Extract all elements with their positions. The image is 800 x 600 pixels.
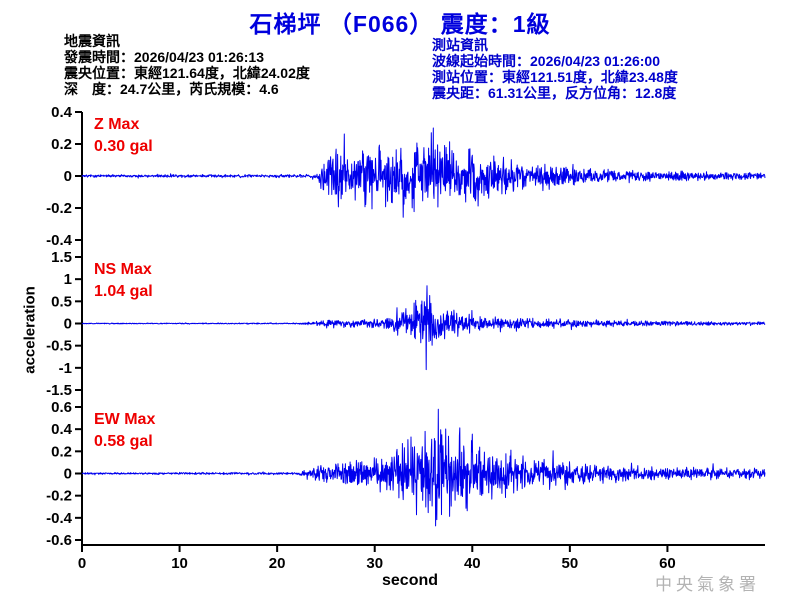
y-tick-label: 0.5	[51, 293, 72, 310]
channel-max-label: NS Max	[94, 261, 152, 278]
channel-max-value: 1.04 gal	[94, 283, 153, 300]
earthquake-info-block: 地震資訊 發震時間：2026/04/23 01:26:13 震央位置：東經121…	[64, 33, 310, 97]
channel-max-label: Z Max	[94, 116, 139, 133]
origin-time-line: 發震時間：2026/04/23 01:26:13	[64, 49, 264, 65]
y-tick-label: 1	[64, 271, 72, 288]
y-tick-label: -0.5	[46, 338, 72, 355]
x-tick-label: 0	[78, 555, 86, 572]
y-tick-label: 1.5	[51, 249, 72, 266]
epicenter-location-line: 震央位置：東經121.64度，北緯24.02度	[64, 65, 310, 81]
x-tick-label: 30	[366, 555, 383, 572]
channel-max-value: 0.58 gal	[94, 433, 153, 450]
x-tick-label: 60	[659, 555, 676, 572]
depth-magnitude-line: 深 度：24.7公里，芮氏規模：4.6	[64, 81, 279, 97]
y-tick-label: 0.4	[51, 104, 73, 121]
y-tick-label: -0.2	[46, 488, 72, 505]
y-tick-label: -1.5	[46, 382, 72, 399]
y-tick-label: 0.4	[51, 421, 73, 438]
y-tick-label: 0	[64, 168, 72, 185]
agency-watermark: 中央氣象署	[655, 575, 760, 594]
station-location-line: 測站位置：東經121.51度，北緯23.48度	[432, 69, 678, 85]
x-tick-label: 50	[562, 555, 579, 572]
trace-start-time-line: 波線起始時間：2026/04/23 01:26:00	[432, 53, 660, 69]
y-tick-label: -1	[59, 360, 72, 377]
channel-max-label: EW Max	[94, 411, 155, 428]
y-tick-label: 0.6	[51, 399, 72, 416]
y-tick-label: 0.2	[51, 136, 72, 153]
station-info-heading: 測站資訊	[432, 37, 488, 53]
y-tick-label: -0.6	[46, 532, 72, 549]
trace-z	[81, 127, 766, 218]
trace-ew	[81, 408, 766, 527]
x-tick-label: 20	[269, 555, 286, 572]
trace-ns	[81, 285, 766, 371]
y-tick-label: 0	[64, 316, 72, 333]
epicentral-distance-line: 震央距：61.31公里，反方位角：12.8度	[432, 85, 677, 101]
y-tick-label: -0.4	[46, 510, 73, 527]
y-tick-label: -0.4	[46, 232, 73, 249]
y-tick-label: -0.2	[46, 200, 72, 217]
x-tick-label: 10	[171, 555, 188, 572]
channel-max-value: 0.30 gal	[94, 138, 153, 155]
x-tick-label: 40	[464, 555, 481, 572]
y-tick-label: 0	[64, 466, 72, 483]
y-tick-label: 0.2	[51, 443, 72, 460]
page-title: 石梯坪 （F066） 震度：1級	[249, 11, 551, 37]
station-info-block: 測站資訊 波線起始時間：2026/04/23 01:26:00 測站位置：東經1…	[432, 37, 678, 101]
earthquake-info-heading: 地震資訊	[64, 33, 120, 49]
y-axis-label: acceleration	[21, 286, 39, 374]
x-axis-label: second	[381, 572, 439, 589]
